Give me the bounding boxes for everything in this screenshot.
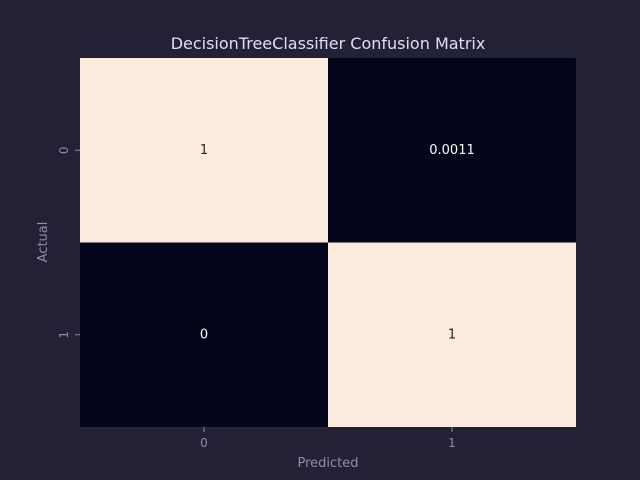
heatmap-cell-1-0 (80, 242, 328, 427)
y-axis-ticks: 01 (57, 146, 80, 339)
heatmap-cell-0-1 (328, 58, 576, 243)
cell-value-label-1-1: 1 (448, 327, 456, 342)
x-tick-label-0: 0 (200, 436, 208, 450)
y-tick-label-1: 1 (57, 331, 71, 339)
chart-title: DecisionTreeClassifier Confusion Matrix (171, 34, 486, 53)
cell-value-label-1-0: 0 (200, 327, 208, 342)
heatmap-cell-1-1 (328, 242, 576, 427)
y-axis-label: Actual (36, 222, 51, 263)
x-axis-label: Predicted (297, 456, 358, 471)
heatmap-cell-0-0 (80, 58, 328, 243)
heatmap-cells: 1 0.0011 0 1 (80, 58, 576, 427)
x-tick-label-1: 1 (448, 436, 456, 450)
y-tick-label-0: 0 (57, 146, 71, 154)
cell-value-label-0-1: 0.0011 (429, 143, 475, 158)
cell-value-label-0-0: 1 (200, 143, 208, 158)
